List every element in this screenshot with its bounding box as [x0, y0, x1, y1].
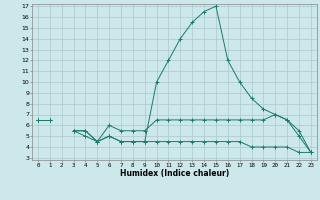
- X-axis label: Humidex (Indice chaleur): Humidex (Indice chaleur): [120, 169, 229, 178]
